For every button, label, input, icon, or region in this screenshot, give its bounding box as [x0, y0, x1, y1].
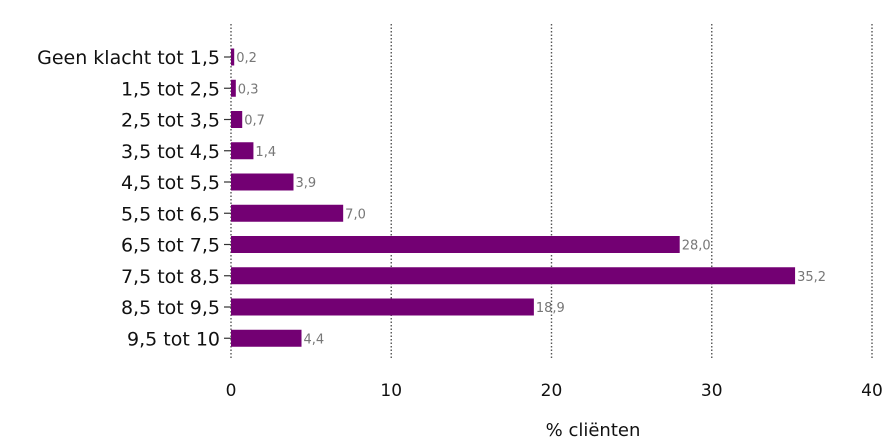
bar-8 [231, 267, 796, 285]
x-tick-label-20: 20 [541, 381, 563, 401]
value-label-1: 0,2 [236, 51, 257, 66]
x-axis-title: % cliënten [546, 420, 641, 441]
value-label-4: 1,4 [255, 145, 276, 160]
bar-7 [231, 236, 680, 253]
category-label-5: 4,5 tot 5,5 [121, 172, 220, 194]
x-tick-label-40: 40 [861, 381, 883, 401]
value-label-3: 0,7 [244, 114, 265, 129]
value-label-10: 4,4 [304, 332, 325, 347]
value-label-6: 7,0 [345, 207, 366, 222]
category-label-7: 6,5 tot 7,5 [121, 235, 220, 257]
category-label-10: 9,5 tot 10 [127, 328, 220, 350]
bar-5 [231, 173, 294, 191]
bars [231, 48, 796, 347]
category-label-8: 7,5 tot 8,5 [121, 266, 220, 288]
value-label-8: 35,2 [797, 270, 826, 285]
value-label-2: 0,3 [238, 82, 259, 97]
x-tick-label-30: 30 [701, 381, 723, 401]
category-label-6: 5,5 tot 6,5 [121, 203, 220, 225]
category-label-4: 3,5 tot 4,5 [121, 141, 220, 163]
value-label-5: 3,9 [295, 176, 316, 191]
bar-4 [231, 142, 254, 160]
category-label-1: Geen klacht tot 1,5 [37, 47, 220, 69]
bar-10 [231, 329, 302, 347]
category-label-9: 8,5 tot 9,5 [121, 297, 220, 319]
bar-3 [231, 111, 243, 128]
category-label-2: 1,5 tot 2,5 [121, 78, 220, 100]
bar-6 [231, 204, 344, 222]
bar-2 [231, 79, 236, 97]
labels: 0 10 20 30 40 Geen klacht tot 1,5 0,2 1,5 tot 2… [37, 47, 883, 401]
value-label-9: 18,9 [536, 301, 565, 316]
value-label-7: 28,0 [682, 239, 711, 254]
x-tick-label-0: 0 [226, 381, 237, 401]
x-tick-label-10: 10 [380, 381, 402, 401]
category-label-3: 2,5 tot 3,5 [121, 110, 220, 132]
bar-1 [231, 48, 235, 66]
bar-9 [231, 298, 534, 316]
